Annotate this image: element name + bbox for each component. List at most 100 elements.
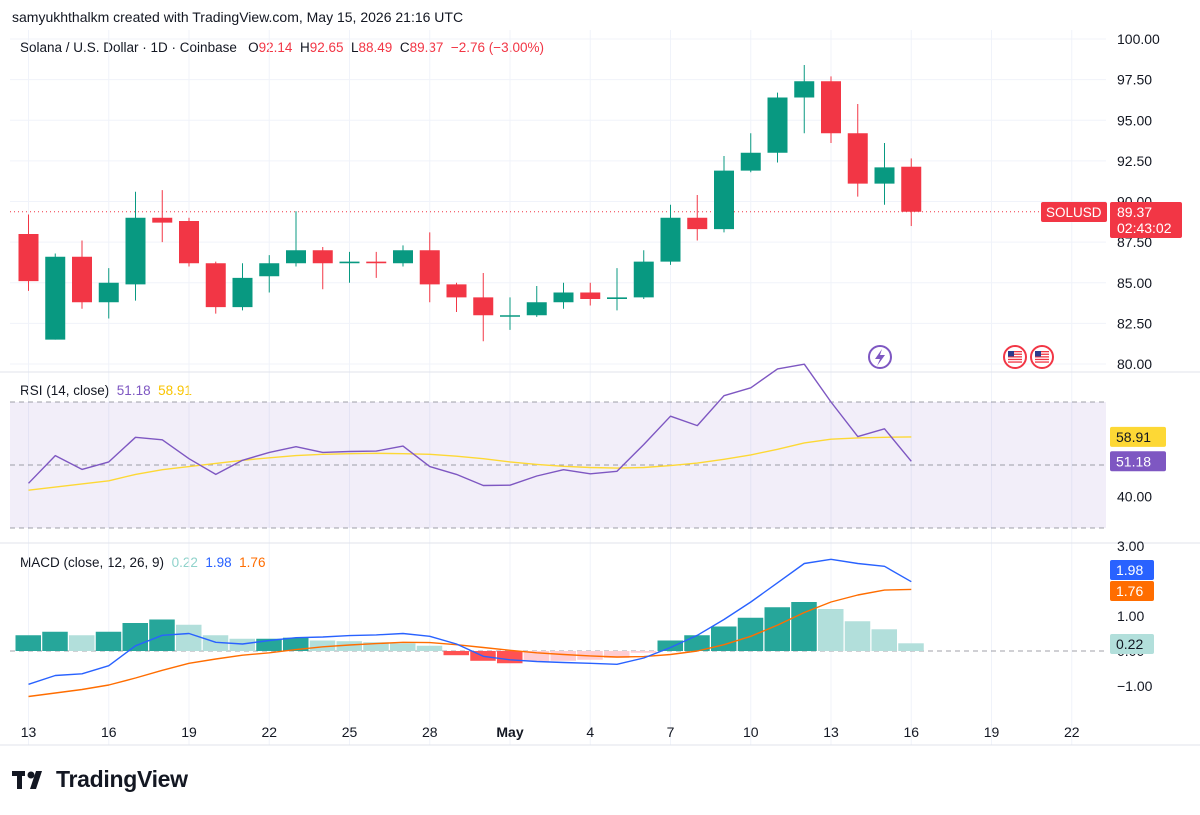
- rsi-line: [27, 363, 912, 487]
- candle-body: [901, 166, 922, 212]
- macd-value-tag: 1.98: [1110, 560, 1154, 580]
- macd-histogram-bar: [684, 635, 710, 651]
- time-axis-label: 4: [586, 724, 594, 740]
- candle-body: [72, 256, 92, 303]
- macd-hist-legend-value: 0.22: [171, 555, 198, 570]
- macd-histogram-bar: [657, 640, 683, 651]
- macd-histogram-bar: [791, 602, 817, 651]
- candle-body: [18, 234, 39, 282]
- candle-body: [473, 297, 494, 316]
- price-axis-label: 87.50: [1117, 234, 1152, 250]
- rsi-value-tag-bg: [1110, 451, 1166, 472]
- time-axis-label: 19: [181, 724, 197, 740]
- lightning-glyph: [875, 349, 885, 366]
- macd-line-legend-value: 1.98: [205, 555, 232, 570]
- macd-legend: MACD (close, 12, 26, 9) 0.22 1.98 1.76: [20, 555, 265, 570]
- macd-legend-label: MACD (close, 12, 26, 9): [20, 555, 165, 570]
- macd-histogram-bar: [497, 651, 523, 664]
- chart-canvas[interactable]: 80.0082.5085.0087.5090.0092.5095.0097.50…: [0, 0, 1200, 760]
- macd-histogram-bar: [309, 640, 336, 651]
- price-legend: Solana / U.S. Dollar · 1D · Coinbase O 92…: [20, 40, 544, 55]
- rsi-legend: RSI (14, close) 51.18 58.91: [20, 383, 192, 398]
- candle-body: [607, 297, 627, 299]
- candle-body: [553, 292, 574, 303]
- time-axis-label: 28: [422, 724, 438, 740]
- flag-stripe: [1008, 353, 1022, 355]
- close-value: 89.37: [409, 40, 444, 55]
- price-axis-label: 82.50: [1117, 315, 1152, 331]
- open-label: O: [248, 40, 259, 55]
- macd-histogram-bar: [283, 637, 309, 651]
- rsi-ma-line: [28, 436, 912, 491]
- signal-line: [28, 588, 912, 698]
- hist-value-tag: 0.22: [1110, 634, 1154, 654]
- candle-body: [847, 133, 868, 184]
- symbol-tag-bg: [1041, 202, 1107, 222]
- macd-histogram-bar: [363, 642, 389, 651]
- candle-body: [874, 167, 895, 184]
- time-axis-label: 22: [1064, 724, 1080, 740]
- candle-body: [714, 170, 734, 230]
- candle-body: [45, 256, 66, 340]
- macd-histogram-bar: [818, 609, 844, 651]
- candle-body: [259, 263, 280, 277]
- flag-stripe: [1035, 353, 1049, 355]
- candle-body: [286, 250, 306, 264]
- price-axis-label: 92.50: [1117, 153, 1152, 169]
- macd-histogram-bar: [604, 651, 630, 658]
- close-label: C: [399, 40, 410, 55]
- flag-stripe: [1035, 361, 1049, 363]
- last-price-text: 89.37: [1117, 204, 1152, 220]
- change-value: −2.76 (−3.00%): [450, 40, 544, 55]
- low-label: L: [351, 40, 359, 55]
- candle-body: [821, 81, 841, 134]
- signal-value-tag-bg: [1110, 581, 1154, 601]
- rsi-ma-tag: 58.91: [1110, 426, 1166, 447]
- candle-body: [500, 315, 520, 317]
- macd-histogram-bar: [95, 631, 122, 651]
- candle-body: [179, 221, 199, 264]
- macd-histogram-bar: [69, 635, 95, 651]
- tradingview-logo-icon: [12, 770, 42, 789]
- macd-histogram-bar: [871, 629, 897, 651]
- macd-histogram-bar: [630, 651, 657, 653]
- symbol-label: Solana / U.S. Dollar · 1D · Coinbase: [20, 40, 237, 55]
- macd-axis-label: 3.00: [1117, 538, 1144, 554]
- macd-histogram-bar: [390, 643, 416, 651]
- macd-histogram-bar: [898, 643, 924, 651]
- candle-body: [232, 277, 253, 308]
- last-price-tag-bg: [1110, 202, 1182, 238]
- candle-body: [767, 97, 788, 153]
- flag-stripe: [1008, 351, 1022, 353]
- macd-histogram-bar: [202, 635, 229, 651]
- flag-stripe: [1035, 356, 1049, 358]
- candle-body: [98, 282, 119, 303]
- signal-value-tag-text: 1.76: [1116, 583, 1143, 599]
- time-axis-label: 25: [342, 724, 358, 740]
- macd-histogram-bar: [550, 651, 576, 661]
- high-value: 92.65: [309, 40, 344, 55]
- macd-value-tag-bg: [1110, 560, 1154, 580]
- signal-value-tag: 1.76: [1110, 581, 1154, 601]
- macd-line: [28, 558, 912, 685]
- signal-legend-value: 1.76: [239, 555, 266, 570]
- candle-body: [152, 217, 173, 223]
- macd-histogram-bar: [737, 617, 764, 651]
- candle-body: [205, 263, 226, 308]
- rsi-ma-tag-bg: [1110, 426, 1166, 447]
- rsi-legend-label: RSI (14, close): [20, 383, 110, 398]
- macd-histogram-bar: [15, 635, 41, 651]
- flag-canton: [1035, 351, 1041, 357]
- time-axis-label: 13: [823, 724, 839, 740]
- macd-histogram-bar: [523, 651, 550, 662]
- rsi-ma-tag-text: 58.91: [1116, 429, 1151, 445]
- flag-stripe: [1035, 351, 1049, 353]
- candle-body: [580, 292, 601, 299]
- candle-body: [125, 217, 146, 285]
- tradingview-brand[interactable]: TradingView: [12, 766, 188, 793]
- macd-histogram-bar: [336, 641, 362, 651]
- rsi-axis-label: 40.00: [1117, 489, 1152, 505]
- flag-stripe: [1008, 361, 1022, 363]
- rsi-ma-legend-value: 58.91: [158, 383, 192, 398]
